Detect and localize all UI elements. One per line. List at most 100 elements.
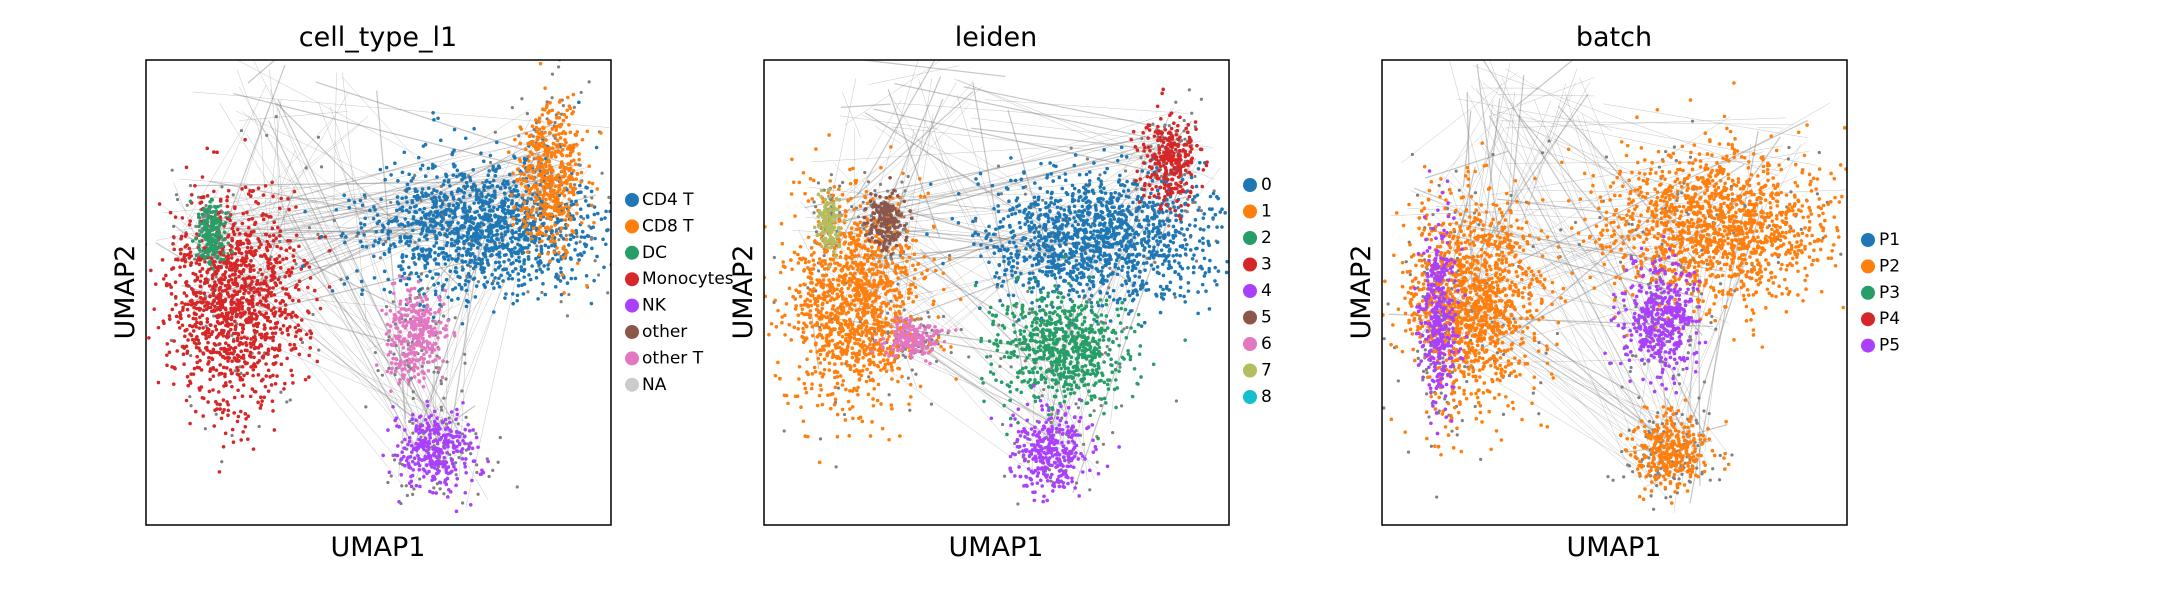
cell-point	[519, 225, 523, 230]
cell-point	[216, 334, 220, 338]
cell-point	[439, 461, 443, 466]
cell-point	[425, 471, 429, 476]
cell-point	[262, 327, 267, 331]
cell-point	[386, 232, 390, 236]
cell-point	[497, 204, 502, 209]
cell-point	[376, 240, 381, 245]
cell-point	[188, 219, 193, 223]
cell-point	[463, 427, 467, 432]
cell-point	[413, 189, 418, 194]
cell-point	[230, 245, 234, 249]
cell-point	[391, 291, 396, 296]
cell-point	[525, 230, 529, 235]
cell-point	[444, 195, 449, 200]
cell-point	[445, 228, 450, 233]
cell-point	[245, 210, 249, 215]
cell-point	[229, 371, 234, 376]
cell-point	[271, 233, 276, 238]
cell-point	[481, 217, 485, 221]
background-point	[556, 65, 561, 69]
cell-point	[433, 250, 437, 255]
cell-point	[504, 292, 508, 296]
graph-edge	[241, 111, 440, 277]
cell-point	[448, 428, 452, 432]
cell-point	[226, 413, 230, 417]
cell-point	[275, 257, 279, 261]
cell-point	[422, 206, 427, 211]
cell-point	[426, 166, 431, 171]
cell-point	[420, 323, 424, 327]
cell-point	[509, 193, 514, 197]
cell-point	[549, 239, 553, 244]
cell-point	[233, 272, 237, 277]
cell-point	[490, 238, 495, 243]
cell-point	[564, 115, 569, 120]
cell-point	[430, 350, 434, 355]
cell-point	[455, 449, 459, 453]
cell-point	[203, 280, 207, 285]
cell-point	[334, 207, 339, 212]
cell-point	[392, 219, 396, 223]
cell-point	[423, 223, 428, 228]
cell-point	[457, 172, 462, 177]
background-point	[1186, 197, 1190, 201]
cell-point	[441, 216, 445, 221]
cell-point	[555, 138, 560, 143]
graph-edge	[811, 138, 1188, 163]
cell-point	[170, 307, 175, 312]
cell-point	[571, 110, 576, 114]
cell-point	[417, 463, 422, 468]
cell-point	[345, 276, 349, 280]
background-point	[189, 354, 193, 358]
cell-point	[426, 329, 431, 334]
cell-point	[456, 246, 460, 250]
cell-point	[432, 188, 436, 193]
cell-point	[503, 215, 508, 220]
cell-point	[190, 239, 195, 243]
cell-point	[559, 266, 563, 271]
cell-point	[409, 287, 414, 291]
background-point	[238, 365, 242, 369]
cell-point	[521, 164, 526, 168]
cell-point	[438, 198, 443, 203]
cell-point	[502, 267, 507, 271]
cell-point	[388, 350, 393, 355]
cell-point	[421, 313, 426, 318]
cell-point	[431, 447, 436, 452]
cell-point	[220, 328, 224, 333]
graph-edge	[207, 234, 503, 245]
cell-point	[468, 193, 472, 198]
cell-point	[277, 345, 282, 349]
cell-point	[229, 298, 234, 302]
cell-point	[173, 280, 178, 284]
background-point	[217, 241, 221, 245]
cell-point	[223, 221, 228, 225]
cell-point	[256, 186, 261, 191]
cell-point	[284, 316, 288, 320]
background-point	[219, 203, 223, 208]
cell-point	[448, 208, 452, 212]
cell-point	[526, 142, 531, 146]
graph-edge	[878, 215, 1026, 344]
graph-edge	[240, 124, 361, 227]
cell-point	[427, 334, 432, 338]
cell-point	[347, 205, 352, 210]
cell-point	[240, 221, 245, 226]
cell-point	[511, 301, 515, 306]
cell-point	[453, 467, 458, 472]
cell-point	[410, 417, 415, 422]
cell-point	[173, 295, 178, 299]
cell-point	[520, 283, 524, 287]
cell-point	[443, 463, 447, 468]
cell-point	[432, 202, 437, 207]
cell-point	[373, 208, 377, 212]
cell-point	[156, 380, 161, 385]
cell-point	[446, 258, 451, 262]
graph-edge	[1062, 237, 1099, 446]
cell-point	[454, 248, 459, 253]
cell-point	[405, 320, 410, 325]
cell-point	[414, 426, 418, 431]
cell-point	[540, 174, 544, 179]
cell-point	[221, 250, 226, 255]
cell-point	[449, 298, 454, 302]
